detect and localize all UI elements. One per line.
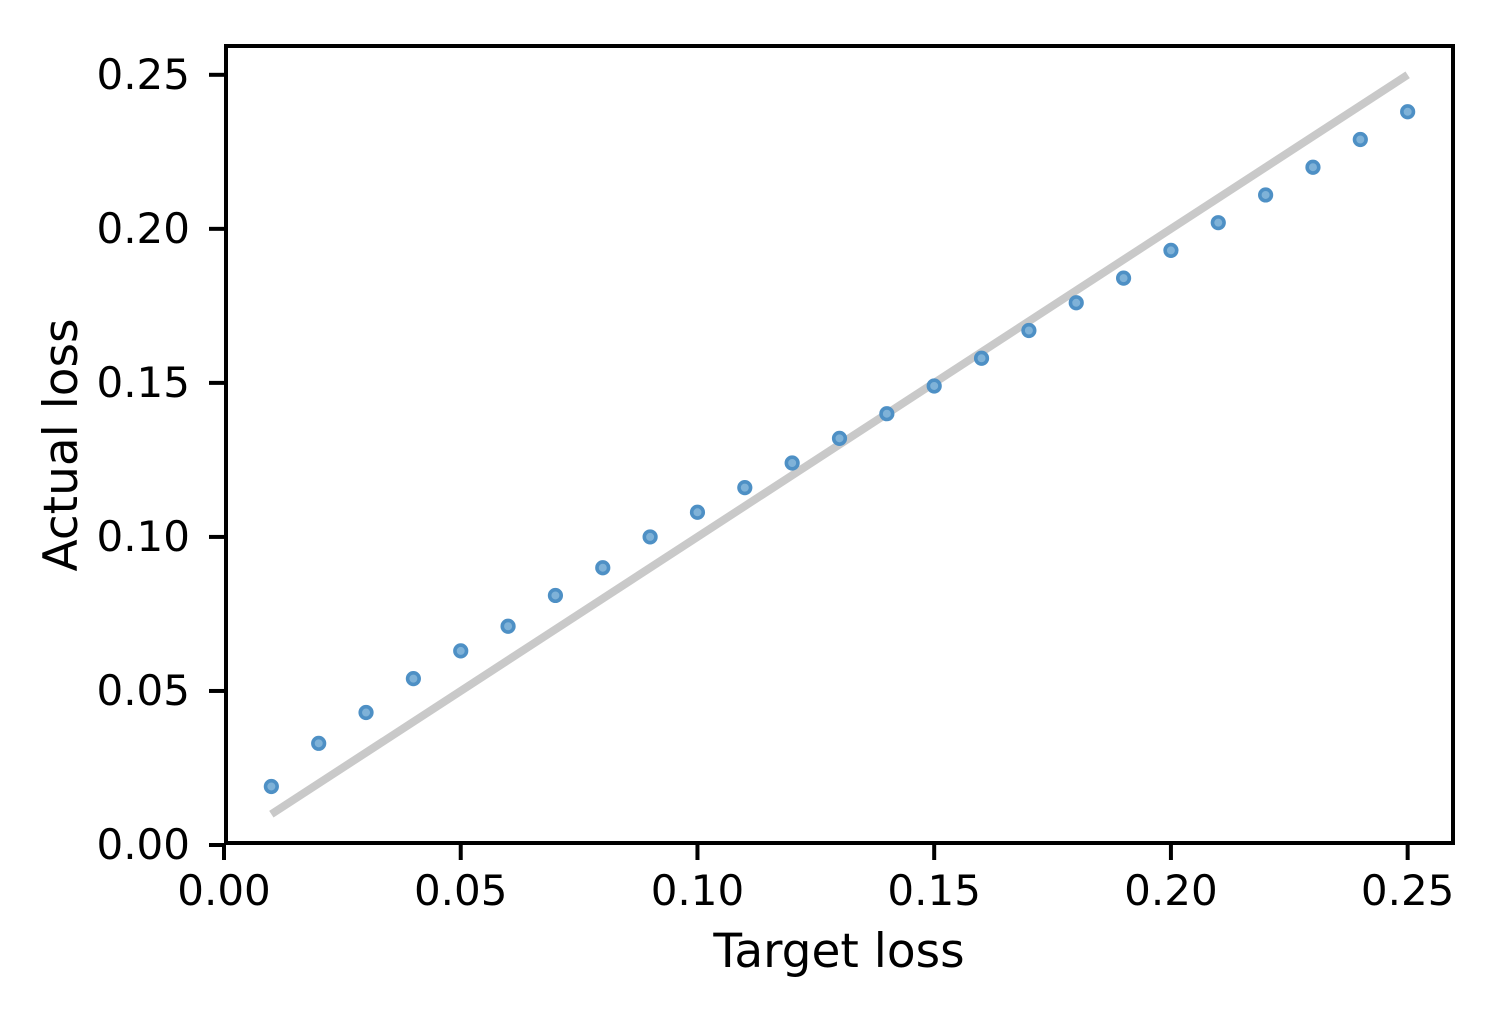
scatter-point (1400, 104, 1416, 120)
y-tick-label: 0.20 (96, 203, 190, 253)
scatter-point (263, 778, 279, 795)
scatter-point (1258, 187, 1274, 203)
scatter-point (879, 406, 895, 422)
scatter-point (1163, 242, 1179, 259)
scatter-point (595, 560, 611, 576)
y-tick-label: 0.05 (96, 665, 190, 715)
y-tick-label: 0.00 (96, 819, 190, 869)
x-tick-label: 0.05 (413, 866, 508, 915)
x-tick-label: 0.10 (650, 866, 745, 915)
plot-area (209, 44, 1455, 860)
scatter-point (1068, 295, 1084, 311)
x-axis-label: Target loss (713, 924, 965, 979)
scatter-point (547, 587, 564, 604)
y-tick-label: 0.15 (96, 357, 190, 407)
plot-border (224, 44, 1455, 845)
x-tick-label: 0.15 (887, 866, 981, 915)
scatter-point (1352, 131, 1368, 148)
x-tick-label: 0.20 (1124, 866, 1218, 915)
scatter-point (973, 350, 990, 366)
scatter-point (500, 618, 516, 634)
scatter-point (737, 480, 753, 496)
axis-ticks-group (209, 72, 1410, 860)
x-tick-label: 0.25 (1360, 866, 1455, 915)
scatter-point (926, 378, 942, 394)
scatter-point (311, 735, 327, 751)
scatter-points-group (263, 104, 1416, 795)
x-tick-label: 0.00 (177, 866, 271, 915)
scatter-point (642, 529, 658, 545)
scatter-point (1021, 322, 1037, 339)
scatter-point (831, 430, 848, 446)
scatter-point (689, 504, 706, 520)
y-tick-label: 0.25 (96, 49, 190, 99)
scatter-point (453, 643, 469, 659)
scatter-point (405, 671, 421, 687)
y-axis-label: Actual loss (33, 318, 89, 572)
scatter-point (1115, 270, 1132, 286)
y-tick-label: 0.10 (96, 511, 190, 561)
scatter-point (1210, 215, 1226, 231)
scatter-point (358, 704, 374, 721)
scatter-point (1305, 159, 1321, 175)
scatter-point (784, 455, 800, 471)
